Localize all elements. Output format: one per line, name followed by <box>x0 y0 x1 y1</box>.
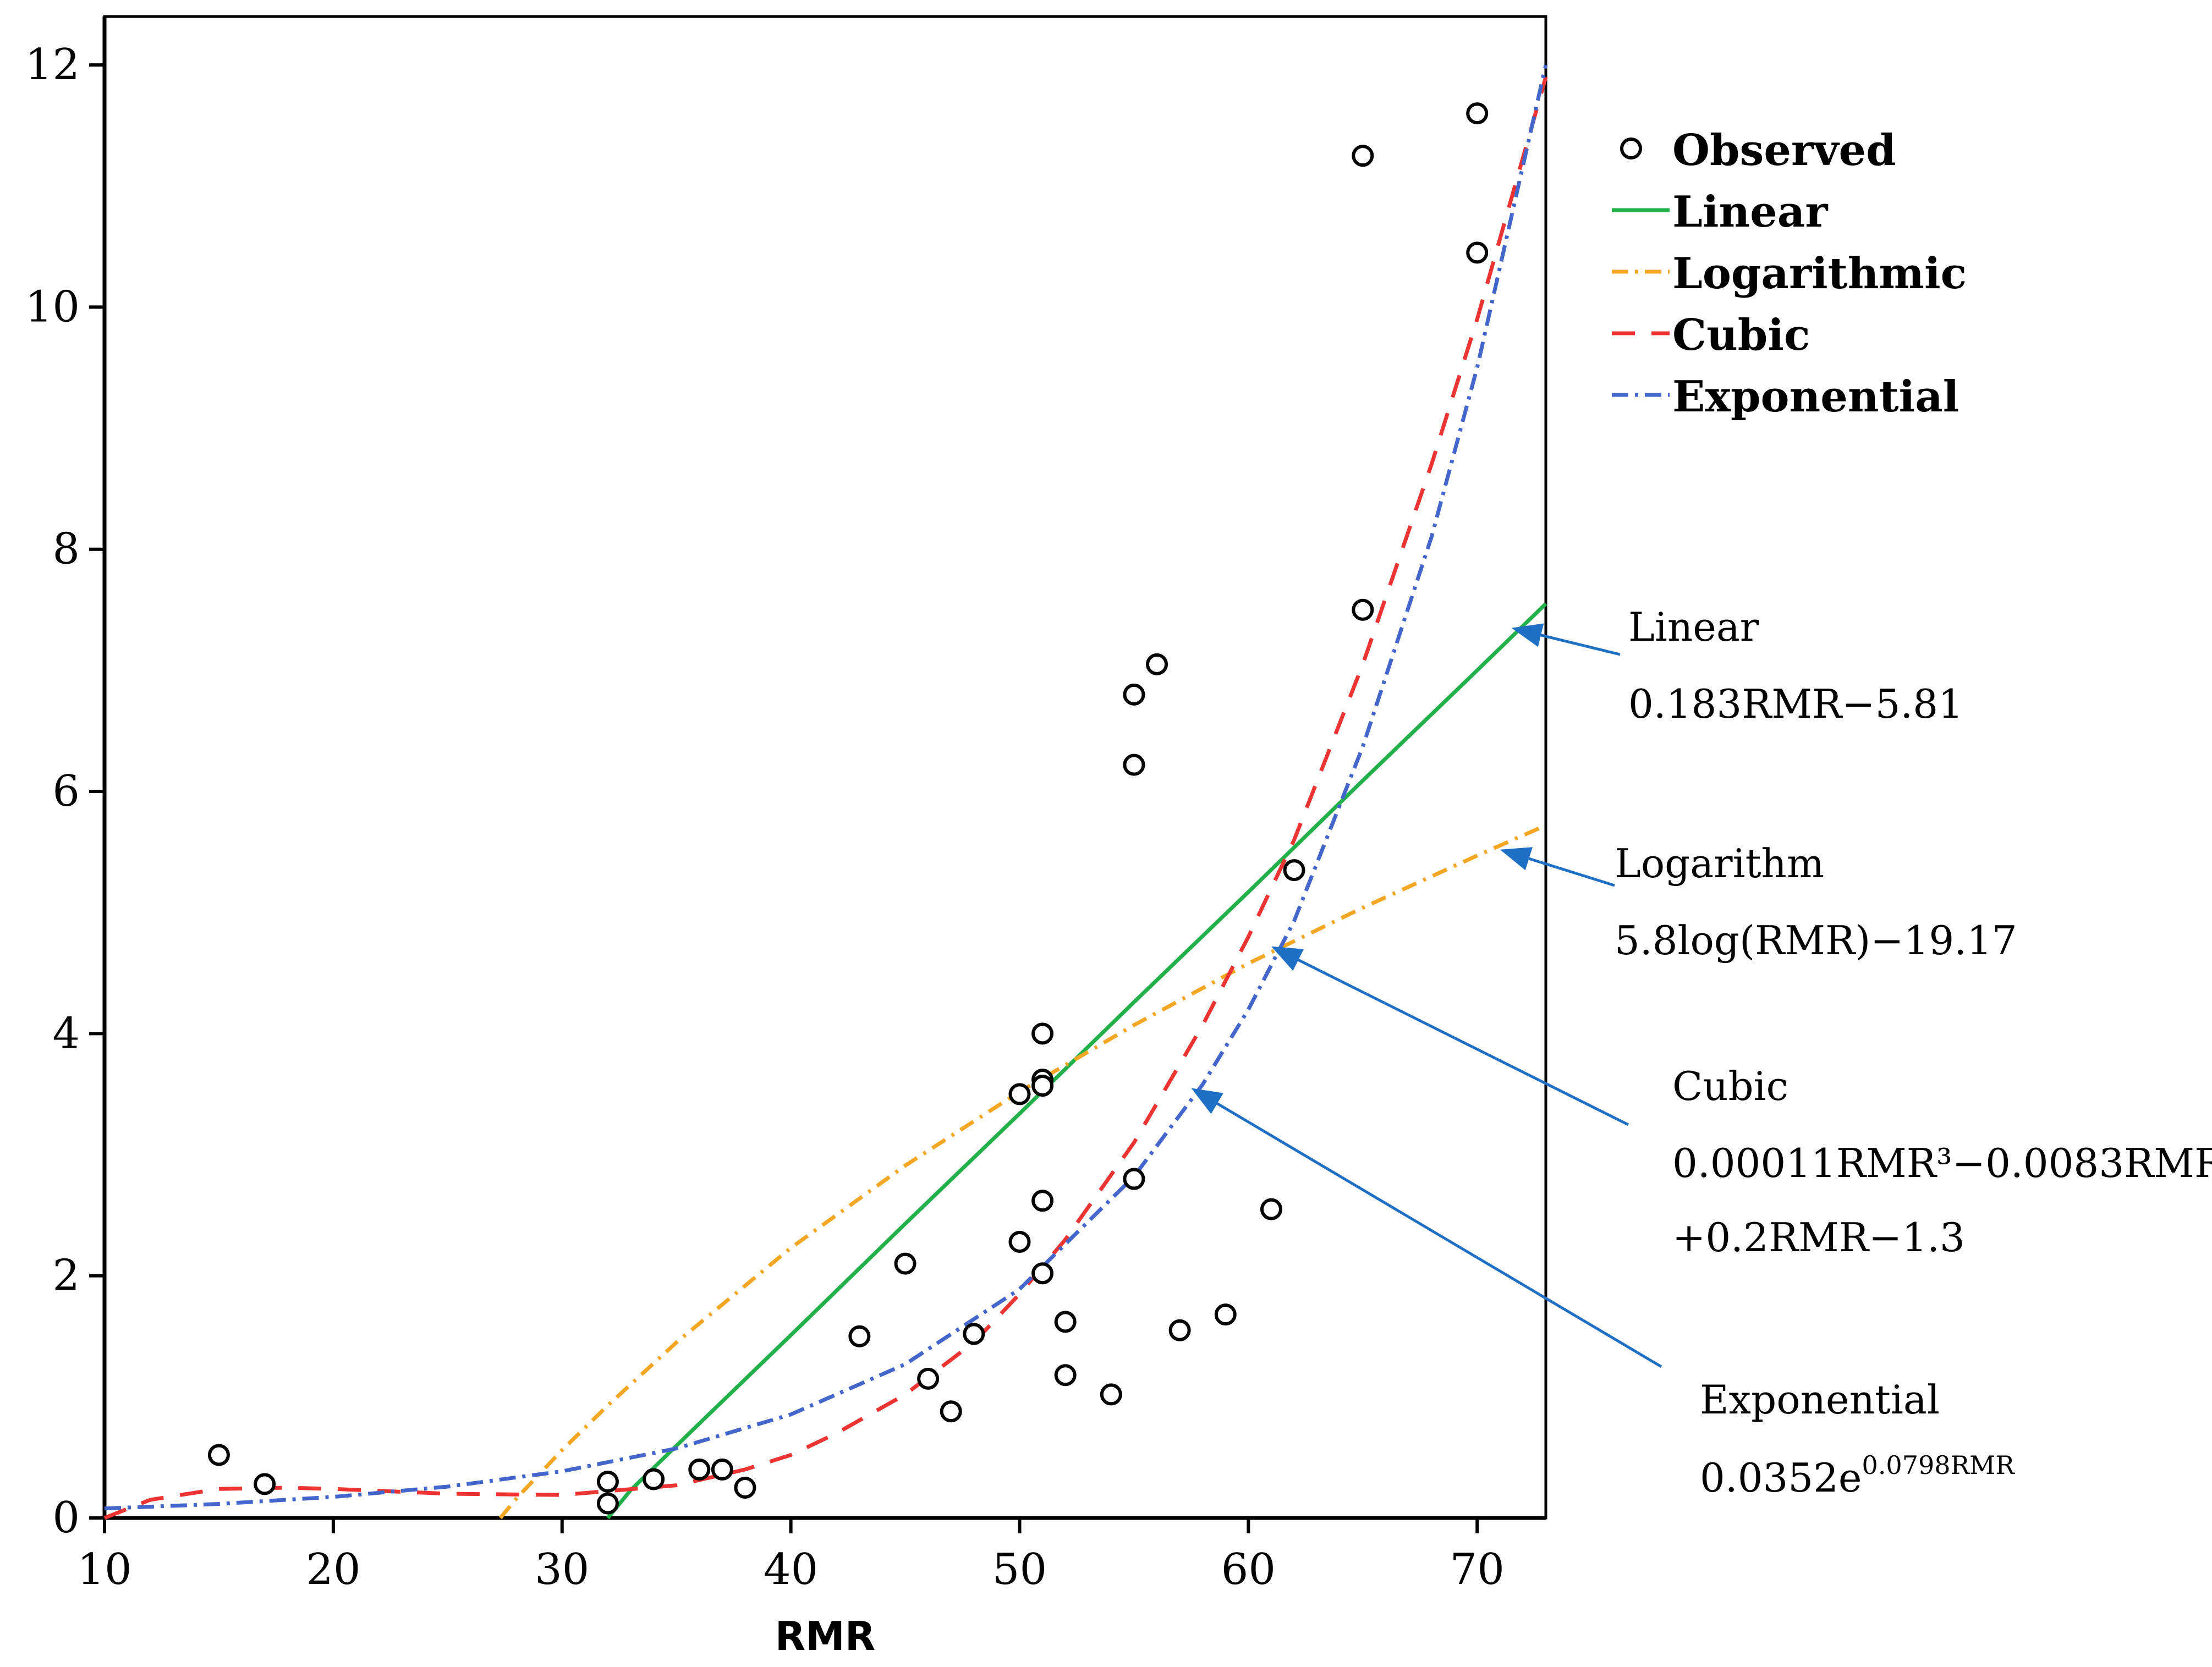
annotation-cubic-formula-2: +0.2RMR−1.3 <box>1672 1214 1965 1261</box>
x-tick-label: 60 <box>1221 1545 1276 1594</box>
observed-point <box>1283 859 1305 882</box>
observed-point <box>940 1400 962 1423</box>
observed-point <box>1260 1198 1282 1220</box>
annotation-arrows <box>1191 623 1662 1368</box>
x-tick-label: 50 <box>992 1545 1047 1594</box>
x-ticks: 10 20 30 40 50 60 70 <box>77 1518 1505 1594</box>
observed-point <box>1008 1231 1031 1253</box>
annotations: Linear 0.183RMR−5.81 Logarithm 5.8log(RM… <box>1191 604 2212 1501</box>
annotation-linear-title: Linear <box>1628 604 1759 650</box>
legend-marker-observed <box>1620 137 1642 159</box>
legend-label-exponential: Exponential <box>1672 372 1959 422</box>
x-tick-label: 20 <box>306 1545 360 1594</box>
series-line-logarithmic <box>498 823 1547 1520</box>
observed-point <box>207 1444 230 1466</box>
observed-point <box>711 1458 733 1481</box>
series-line-cubic <box>103 76 1548 1520</box>
y-tick-label: 6 <box>52 767 80 816</box>
series-lines <box>103 64 1548 1520</box>
observed-point <box>1123 1168 1145 1190</box>
y-ticks: 0 2 4 6 8 10 12 <box>25 40 105 1543</box>
x-tick-label: 10 <box>77 1545 131 1594</box>
observed-point <box>1031 1022 1054 1045</box>
series-line-linear <box>606 602 1547 1520</box>
observed-point <box>1031 1075 1054 1097</box>
arrow-linear-head <box>1511 623 1544 647</box>
annotation-exponential-formula: 0.0352e0.0798RMR <box>1700 1450 2015 1501</box>
observed-point <box>1466 241 1489 264</box>
observed-point <box>643 1468 665 1490</box>
observed-point <box>734 1476 756 1499</box>
y-tick-label: 0 <box>52 1493 80 1543</box>
observed-point <box>1008 1083 1031 1105</box>
x-tick-label: 30 <box>535 1545 589 1594</box>
legend-label-observed: Observed <box>1672 125 1896 175</box>
arrow-logarithm-line <box>1528 857 1615 887</box>
annotation-cubic: Cubic 0.00011RMR³−0.0083RMR² +0.2RMR−1.3 <box>1672 1063 2212 1261</box>
observed-point <box>1352 598 1374 621</box>
y-tick-label: 12 <box>25 40 80 90</box>
legend-label-linear: Linear <box>1672 187 1828 237</box>
annotation-exponential: Exponential 0.0352e0.0798RMR <box>1700 1377 2015 1501</box>
observed-point <box>1146 653 1168 675</box>
y-tick-label: 10 <box>25 282 80 332</box>
observed-point <box>1031 1262 1054 1285</box>
observed-point <box>1123 753 1145 776</box>
observed-point <box>1054 1364 1077 1387</box>
legend: Observed Linear Logarithmic Cubic Exponentia… <box>1612 125 1967 422</box>
annotation-logarithm-formula: 5.8log(RMR)−19.17 <box>1615 917 2017 964</box>
observed-point <box>1123 683 1145 706</box>
legend-label-logarithmic: Logarithmic <box>1672 249 1967 299</box>
arrow-linear-line <box>1540 634 1621 656</box>
observed-point <box>596 1492 619 1515</box>
annotation-linear-formula: 0.183RMR−5.81 <box>1628 681 1963 727</box>
observed-points <box>207 102 1489 1515</box>
observed-point <box>917 1367 940 1390</box>
observed-point <box>1100 1383 1122 1406</box>
observed-point <box>1352 145 1374 167</box>
y-tick-label: 2 <box>52 1251 80 1301</box>
observed-point <box>688 1458 711 1481</box>
observed-point <box>1214 1303 1237 1326</box>
annotation-logarithm-title: Logarithm <box>1615 840 1824 887</box>
x-tick-label: 40 <box>764 1545 818 1594</box>
annotation-cubic-formula-1: 0.00011RMR³−0.0083RMR² <box>1672 1140 2212 1186</box>
observed-point <box>963 1323 985 1345</box>
x-axis-title: RMR <box>775 1613 876 1659</box>
annotation-exponential-exponent: 0.0798RMR <box>1862 1450 2016 1480</box>
observed-point <box>848 1325 871 1347</box>
observed-point <box>1054 1311 1077 1333</box>
arrow-logarithm-head <box>1500 847 1533 871</box>
observed-point <box>1466 102 1489 125</box>
arrow-exponential-head <box>1191 1088 1223 1114</box>
series-line-exponential <box>104 64 1548 1511</box>
observed-point <box>1168 1319 1191 1341</box>
plot-frame <box>103 15 1547 1520</box>
x-tick-label: 70 <box>1450 1545 1505 1594</box>
observed-point <box>254 1473 276 1495</box>
observed-point <box>894 1252 916 1275</box>
annotation-exponential-title: Exponential <box>1700 1377 1940 1423</box>
arrow-cubic-line <box>1298 959 1629 1126</box>
observed-point <box>596 1470 619 1493</box>
annotation-logarithm: Logarithm 5.8log(RMR)−19.17 <box>1615 840 2017 964</box>
annotation-exponential-base: 0.0352e <box>1700 1455 1862 1501</box>
y-tick-label: 8 <box>52 525 80 574</box>
arrow-exponential-line <box>1216 1102 1662 1368</box>
arrow-cubic-head <box>1271 946 1304 971</box>
legend-label-cubic: Cubic <box>1672 310 1810 360</box>
annotation-linear: Linear 0.183RMR−5.81 <box>1628 604 1963 727</box>
y-tick-label: 4 <box>52 1009 80 1058</box>
observed-point <box>1031 1190 1054 1212</box>
annotation-cubic-title: Cubic <box>1672 1063 1788 1109</box>
